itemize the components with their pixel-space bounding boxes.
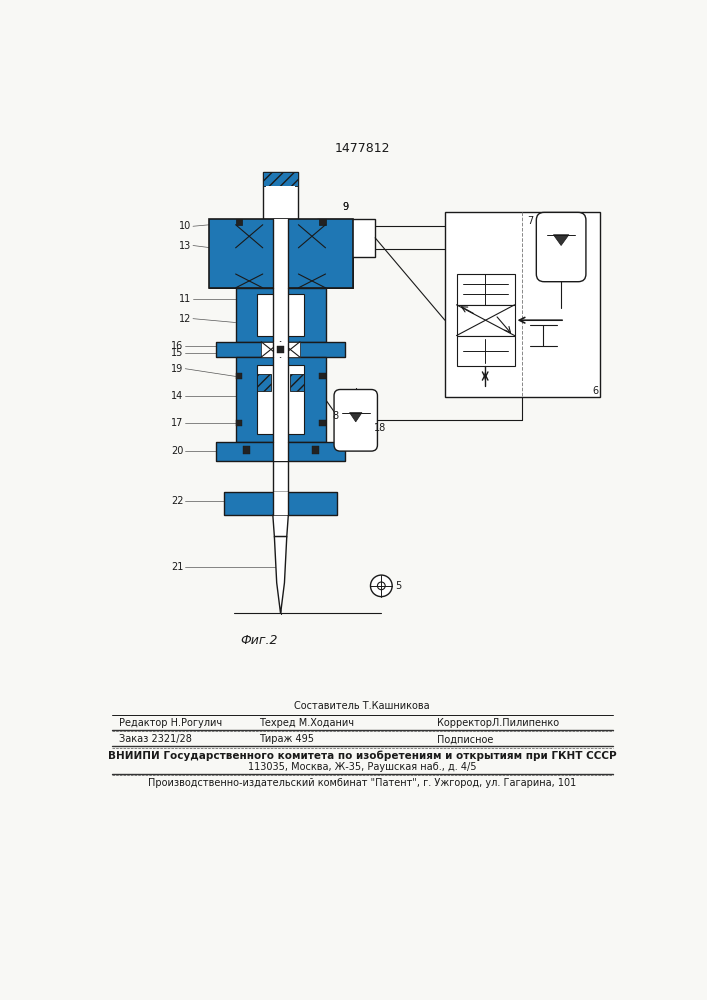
Bar (235, 288, 325, 342)
Bar (216, 342, 249, 357)
Text: 16: 16 (172, 341, 184, 351)
Text: 13: 13 (179, 241, 192, 251)
Bar (325, 219, 353, 288)
Polygon shape (554, 235, 569, 246)
Text: 20: 20 (171, 446, 184, 456)
Bar (457, 336, 515, 366)
Circle shape (370, 575, 392, 597)
Bar (235, 219, 325, 288)
Bar (263, 172, 298, 186)
Text: 14: 14 (172, 391, 184, 401)
FancyBboxPatch shape (334, 389, 378, 451)
Bar (312, 446, 320, 454)
Bar (257, 357, 304, 442)
Circle shape (378, 582, 385, 590)
Bar (249, 442, 312, 461)
Bar (273, 288, 288, 342)
Bar (457, 274, 515, 305)
Bar (224, 492, 337, 515)
Text: Техред М.Ходанич: Техред М.Ходанич (259, 718, 354, 728)
Text: 10: 10 (179, 221, 192, 231)
Bar (235, 373, 242, 379)
Text: 1477812: 1477812 (334, 142, 390, 155)
Text: Составитель Т.Кашникова: Составитель Т.Кашникова (294, 701, 430, 711)
Bar (312, 442, 345, 461)
Bar (235, 420, 242, 426)
Polygon shape (273, 515, 288, 537)
Text: 22: 22 (171, 496, 184, 506)
Bar (216, 442, 345, 461)
Text: 9: 9 (343, 202, 349, 212)
Text: 12: 12 (179, 314, 192, 324)
Text: 19: 19 (172, 364, 184, 374)
Bar (277, 346, 284, 353)
Text: 9: 9 (343, 202, 349, 212)
Bar (216, 342, 345, 357)
Text: 21: 21 (171, 562, 184, 572)
Polygon shape (349, 413, 362, 422)
Text: ВНИИПИ Государственного комитета по изобретениям и открытиям при ГКНТ СССР: ВНИИПИ Государственного комитета по изоб… (107, 751, 617, 761)
Bar (261, 342, 300, 357)
Text: 5: 5 (395, 581, 402, 591)
Bar (235, 288, 257, 342)
Bar (273, 492, 288, 515)
Bar (457, 305, 515, 336)
Bar (266, 186, 296, 217)
Bar (445, 212, 600, 397)
Text: Фиг.2: Фиг.2 (240, 634, 278, 647)
Bar (310, 492, 337, 515)
Text: 11: 11 (179, 294, 192, 304)
Bar (273, 442, 288, 461)
Bar (273, 342, 288, 357)
Text: 17: 17 (171, 418, 184, 428)
Bar (257, 294, 304, 336)
Text: Заказ 2321/28: Заказ 2321/28 (119, 734, 192, 744)
Text: 8: 8 (332, 411, 339, 421)
Bar (235, 357, 257, 442)
Bar (235, 357, 325, 442)
FancyBboxPatch shape (537, 212, 586, 282)
Text: 15: 15 (171, 348, 184, 358)
Bar (273, 461, 288, 492)
Bar (312, 342, 345, 357)
Bar (273, 357, 288, 442)
Bar (224, 492, 251, 515)
Bar (257, 288, 304, 342)
Text: Подписное: Подписное (437, 734, 493, 744)
Bar (304, 288, 325, 342)
Polygon shape (274, 537, 287, 614)
Bar (257, 365, 304, 434)
Text: 18: 18 (374, 423, 387, 433)
Bar (216, 442, 249, 461)
Bar (290, 374, 304, 391)
Bar (317, 219, 375, 257)
Text: 113035, Москва, Ж-35, Раушская наб., д. 4/5: 113035, Москва, Ж-35, Раушская наб., д. … (247, 762, 477, 772)
Bar (273, 219, 288, 288)
Text: Тираж 495: Тираж 495 (259, 734, 314, 744)
Text: 6: 6 (592, 386, 598, 396)
Bar (235, 219, 242, 225)
Bar (243, 446, 250, 454)
Bar (251, 492, 310, 515)
Text: Производственно-издательский комбинат "Патент", г. Ужгород, ул. Гагарина, 101: Производственно-издательский комбинат "П… (148, 778, 576, 788)
Bar (263, 172, 298, 219)
Bar (304, 357, 325, 442)
Bar (320, 420, 325, 426)
Text: КорректорЛ.Пилипенко: КорректорЛ.Пилипенко (437, 718, 559, 728)
Bar (320, 219, 325, 225)
Bar (257, 374, 271, 391)
Bar (209, 219, 353, 288)
Bar (209, 219, 235, 288)
Text: 7: 7 (527, 216, 533, 226)
Text: Редактор Н.Рогулич: Редактор Н.Рогулич (119, 718, 223, 728)
Bar (320, 373, 325, 379)
